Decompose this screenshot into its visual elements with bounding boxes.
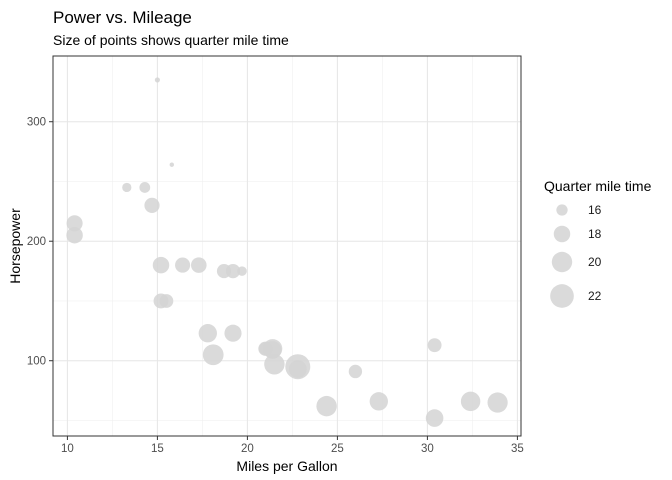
chart-subtitle: Size of points shows quarter mile time xyxy=(53,32,289,48)
y-tick-label: 100 xyxy=(27,356,46,368)
data-point xyxy=(202,344,224,366)
data-point xyxy=(122,182,132,193)
plot-panel-border xyxy=(52,55,522,437)
data-point xyxy=(66,227,83,244)
x-tick-label: 30 xyxy=(421,443,434,455)
data-point xyxy=(66,215,83,232)
legend-label: 18 xyxy=(588,227,602,241)
y-axis-title: Horsepower xyxy=(7,208,23,284)
x-tick-label: 35 xyxy=(511,443,524,455)
data-point xyxy=(144,197,160,213)
data-point xyxy=(427,338,442,353)
chart-title: Power vs. Mileage xyxy=(53,8,192,27)
grid xyxy=(53,56,521,436)
x-tick-label: 15 xyxy=(151,443,164,455)
legend-symbol xyxy=(556,204,568,216)
data-point xyxy=(460,391,481,412)
data-point xyxy=(139,182,151,193)
legend-label: 22 xyxy=(588,289,602,303)
legend-label: 16 xyxy=(588,203,602,217)
x-tick-label: 25 xyxy=(331,443,344,455)
legend-symbol xyxy=(553,225,571,243)
x-axis-title: Miles per Gallon xyxy=(236,458,337,474)
x-tick-label: 20 xyxy=(241,443,254,455)
data-point xyxy=(159,294,174,308)
y-tick-label: 300 xyxy=(27,117,46,129)
data-point xyxy=(237,266,247,276)
data-point xyxy=(259,342,272,356)
legend-title: Quarter mile time xyxy=(544,178,652,194)
axes: 10 15 20 25 30 35 100 200 300 xyxy=(27,117,524,455)
data-point xyxy=(348,364,363,379)
data-point xyxy=(198,324,217,343)
legend-label: 20 xyxy=(588,255,602,269)
data-point xyxy=(169,162,174,167)
data-point xyxy=(152,256,170,274)
data-point xyxy=(316,395,337,417)
data-point xyxy=(487,392,508,413)
data-point xyxy=(369,392,388,411)
data-point xyxy=(425,409,444,427)
data-point xyxy=(224,324,242,342)
y-tick-label: 200 xyxy=(27,236,46,248)
x-tick-label: 10 xyxy=(61,443,74,455)
data-points xyxy=(66,77,508,427)
data-point xyxy=(264,354,285,375)
data-point xyxy=(288,360,307,378)
data-point xyxy=(191,257,207,273)
data-point xyxy=(216,264,232,279)
legend-symbol xyxy=(550,284,574,308)
data-point xyxy=(154,77,160,83)
legend: Quarter mile time 16 18 20 22 xyxy=(544,178,652,308)
legend-symbol xyxy=(551,251,573,273)
data-point xyxy=(175,257,191,273)
